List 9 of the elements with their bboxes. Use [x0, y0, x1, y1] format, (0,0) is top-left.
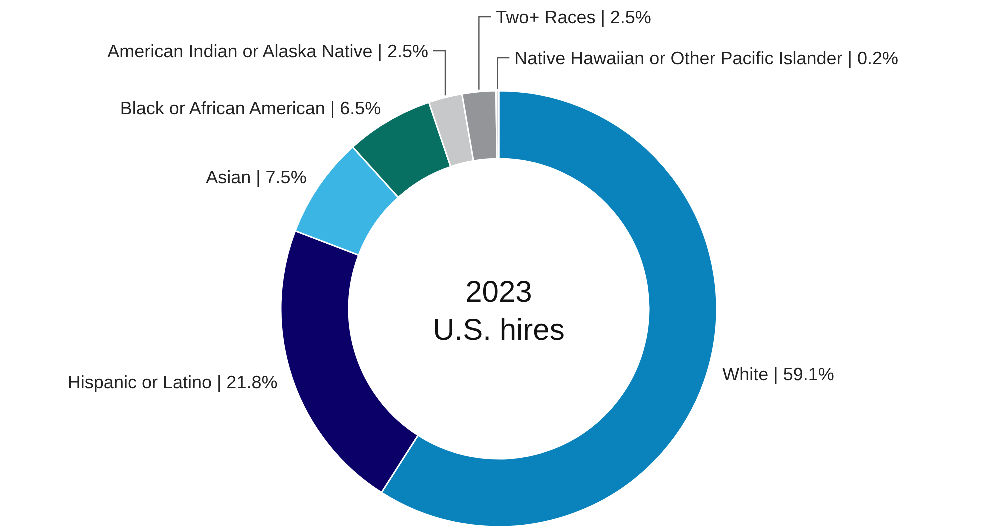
slice-label: Asian | 7.5% [206, 168, 307, 188]
text: 2023 [466, 276, 532, 309]
slice-label: Native Hawaiian or Other Pacific Islander | 0.2% [514, 48, 898, 68]
slice-label: American Indian or Alaska Native | 2.5% [108, 41, 428, 62]
text: U.S. hires [433, 314, 565, 347]
slice-label: Hispanic or Latino | 21.8% [68, 372, 278, 392]
slice-label: Black or African American | 6.5% [120, 98, 382, 118]
slice-label: Two+ Races | 2.5% [496, 7, 652, 28]
slice-label: White | 59.1% [722, 364, 834, 385]
